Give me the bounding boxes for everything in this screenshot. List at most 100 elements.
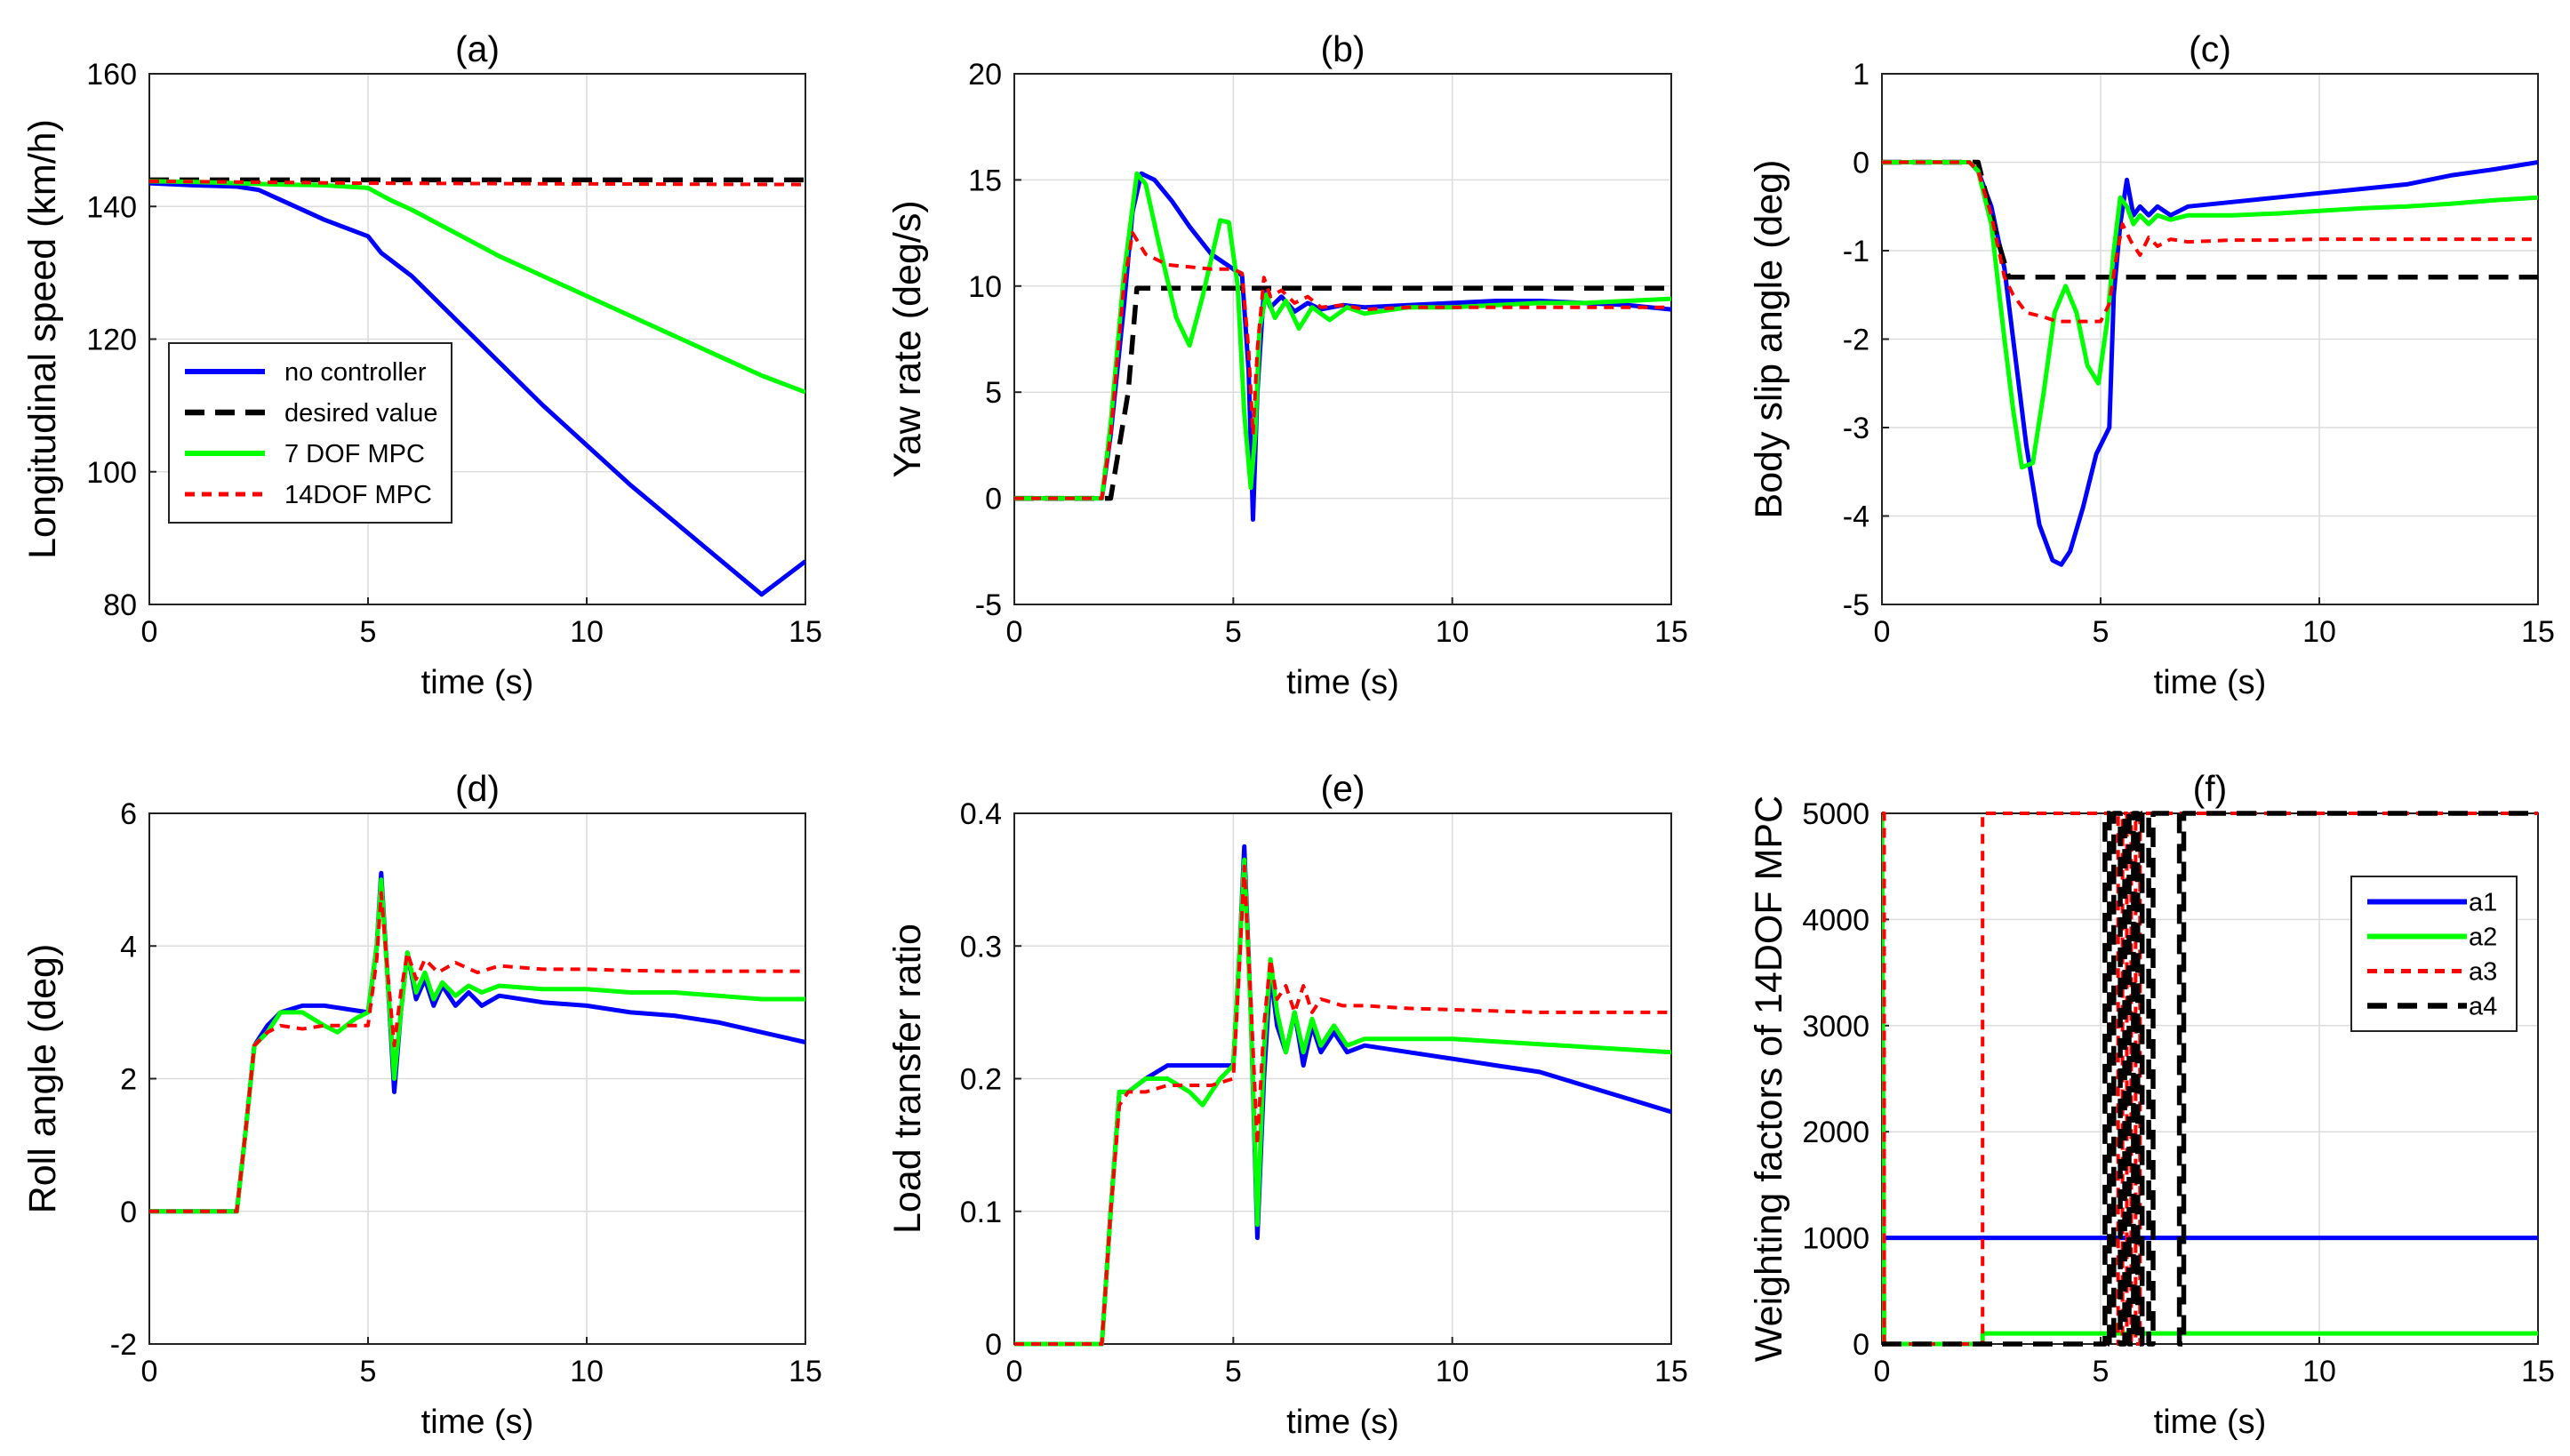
x-tick-label: 5: [1225, 1355, 1242, 1388]
y-tick-label: -4: [1843, 500, 1869, 534]
y-tick-label: 1: [1853, 58, 1869, 92]
series-group: [1014, 171, 1671, 522]
x-tick-label: 0: [141, 1355, 158, 1388]
chart-title: (f): [2193, 768, 2228, 809]
series-line-14dof-mpc: [1882, 160, 2538, 324]
y-tick-label: 0.4: [960, 797, 1002, 831]
y-axis-label: Body slip angle (deg): [1748, 160, 1790, 519]
x-axis-label: time (s): [2154, 1404, 2267, 1441]
y-tick-label: 2: [120, 1063, 137, 1097]
axes-box: [1013, 73, 1672, 605]
series-line-14dof-mpc: [1014, 231, 1671, 500]
x-tick-label: 10: [570, 615, 604, 649]
axes-frame: [148, 73, 806, 605]
x-axis-label: time (s): [421, 664, 534, 701]
series-line-no-controller: [149, 180, 805, 597]
x-tick-label: 10: [2302, 615, 2336, 649]
legend-label: a3: [2469, 958, 2497, 987]
x-tick-label: 0: [1006, 1355, 1023, 1388]
series-group: [149, 870, 805, 1214]
y-tick-label: 0.2: [960, 1063, 1002, 1097]
y-tick-label: 80: [103, 588, 137, 622]
y-tick-label: 160: [86, 58, 137, 92]
subplot-f: 0 5 10 15 0 1000 2000 3000 4000 5000 (f) time (s) We…: [1748, 768, 2555, 1441]
y-tick-label: -3: [1843, 412, 1869, 445]
y-tick-label: -5: [975, 588, 1002, 622]
series-group: [149, 177, 805, 597]
y-axis-label: Roll angle (deg): [21, 944, 64, 1214]
y-tick-label: 120: [86, 324, 137, 357]
chart-title: (d): [455, 768, 500, 809]
y-tick-label: 0: [985, 483, 1002, 516]
y-tick-label: 3000: [1802, 1010, 1869, 1044]
x-tick-label: 5: [1225, 615, 1242, 649]
axes-frame: [1881, 73, 2539, 605]
x-tick-label: 15: [789, 1355, 822, 1388]
y-tick-label: 2000: [1802, 1116, 1869, 1149]
axes-frame: [1013, 812, 1672, 1345]
y-tick-label: 4: [120, 930, 137, 964]
subplot-e: 0 5 10 15 0 0.1 0.2 0.3 0.4 (e) time (s) Load trans…: [886, 768, 1688, 1441]
legend-label: 14DOF MPC: [284, 481, 432, 509]
series-line-7-dof-mpc: [149, 877, 805, 1214]
axes-frame: [148, 812, 806, 1345]
y-tick-label: -2: [110, 1328, 137, 1362]
y-tick-label: 5000: [1802, 797, 1869, 831]
y-tick-label: 5: [985, 376, 1002, 410]
series-group: [1882, 811, 2538, 1347]
x-axis-label: time (s): [1286, 664, 1399, 701]
x-tick-label: 0: [141, 615, 158, 649]
x-tick-label: 10: [1436, 615, 1469, 649]
series-line-14dof-mpc: [1014, 864, 1671, 1346]
y-tick-label: 6: [120, 797, 137, 831]
y-tick-label: 10: [968, 270, 1002, 304]
y-tick-label: -5: [1843, 588, 1869, 622]
legend-label: a2: [2469, 924, 2497, 952]
chart-title: (b): [1320, 28, 1365, 69]
y-tick-label: -2: [1843, 324, 1869, 357]
y-tick-label: 1000: [1802, 1222, 1869, 1256]
legend-label: a4: [2469, 993, 2497, 1021]
y-axis-label: Yaw rate (deg/s): [886, 200, 929, 477]
x-tick-label: 15: [789, 615, 822, 649]
y-tick-label: 100: [86, 456, 137, 490]
y-tick-label: 140: [86, 190, 137, 224]
series-line-a4: [1882, 811, 2538, 1347]
y-tick-label: 20: [968, 58, 1002, 92]
y-tick-label: 4000: [1802, 903, 1869, 937]
x-tick-label: 5: [2093, 615, 2110, 649]
legend-label: 7 DOF MPC: [284, 440, 425, 468]
y-tick-label: 0: [985, 1328, 1002, 1362]
y-tick-label: -1: [1843, 235, 1869, 268]
y-tick-label: 15: [968, 164, 1002, 197]
x-tick-label: 5: [360, 1355, 377, 1388]
x-tick-label: 10: [2302, 1355, 2336, 1388]
series-line-14dof-mpc: [149, 179, 805, 187]
series-line-7-dof-mpc: [149, 179, 805, 395]
y-tick-label: 0.1: [960, 1196, 1002, 1229]
x-tick-label: 10: [1436, 1355, 1469, 1388]
x-tick-label: 15: [1654, 1355, 1688, 1388]
series-group: [1882, 159, 2538, 567]
y-tick-label: 0: [120, 1196, 137, 1229]
chart-title: (e): [1320, 768, 1365, 809]
y-tick-label: 0: [1853, 147, 1869, 180]
series-line-7-dof-mpc: [1882, 160, 2538, 470]
x-tick-label: 0: [1006, 615, 1023, 649]
x-tick-label: 15: [1654, 615, 1688, 649]
legend-a: no controller desired value 7 DOF MPC 14DOF…: [168, 342, 452, 524]
x-tick-label: 0: [1874, 615, 1891, 649]
x-tick-label: 15: [2521, 1355, 2555, 1388]
y-tick-label: 0: [1853, 1328, 1869, 1362]
x-axis-label: time (s): [421, 1404, 534, 1441]
legend-label: desired value: [284, 399, 438, 428]
y-axis-label: Load transfer ratio: [886, 924, 929, 1234]
y-axis-label: Weighting factors of 14DOF MPC: [1748, 796, 1790, 1362]
x-axis-label: time (s): [2154, 664, 2267, 701]
legend-label: a1: [2469, 889, 2497, 917]
y-tick-label: 0.3: [960, 930, 1002, 964]
series-group: [1014, 844, 1671, 1347]
